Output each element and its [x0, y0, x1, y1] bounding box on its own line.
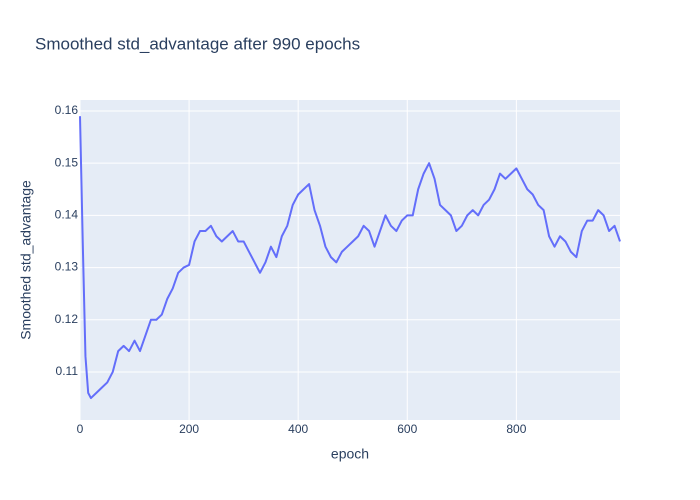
x-tick-label: 200: [179, 422, 199, 436]
y-tick-label: 0.14: [55, 208, 79, 222]
x-tick-label: 600: [397, 422, 417, 436]
y-tick-label: 0.11: [56, 364, 79, 378]
x-tick-label: 800: [506, 422, 526, 436]
x-tick-label: 400: [288, 422, 308, 436]
y-tick-label: 0.15: [55, 155, 79, 169]
plot-area: [80, 100, 620, 420]
y-axis-label: Smoothed std_advantage: [18, 180, 34, 340]
x-axis-label: epoch: [331, 446, 369, 462]
x-tick-label: 0: [77, 422, 84, 436]
y-tick-label: 0.13: [55, 260, 79, 274]
y-tick-label: 0.16: [55, 103, 79, 117]
line: [79, 116, 621, 400]
y-tick-label: 0.12: [55, 312, 79, 326]
chart-title: Smoothed std_advantage after 990 epochs: [35, 34, 360, 53]
